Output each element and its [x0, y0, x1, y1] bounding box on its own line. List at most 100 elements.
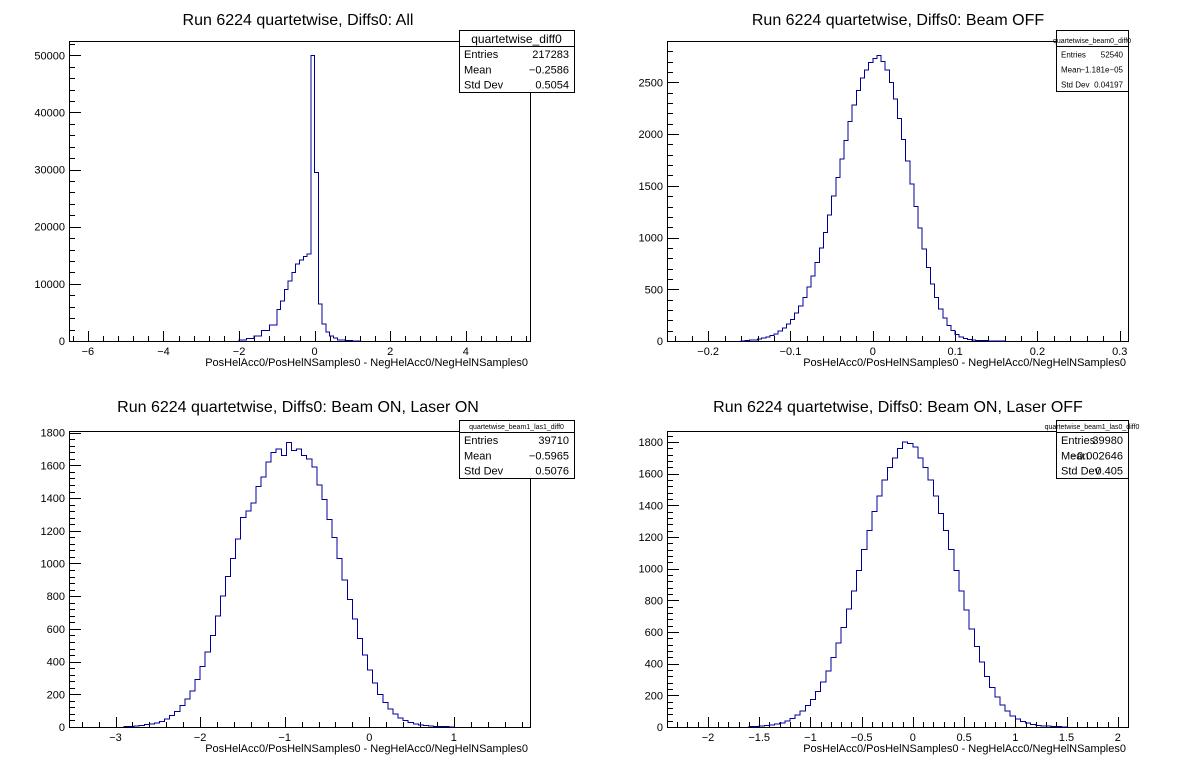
- x-tick-label: 4: [463, 346, 469, 358]
- y-tick-label: 1000: [639, 233, 663, 245]
- stats-label-mean: Mean: [1061, 66, 1081, 75]
- y-tick-label: 20000: [34, 222, 65, 234]
- y-tick-label: 600: [47, 624, 65, 636]
- stats-value-entries: 217283: [532, 49, 569, 61]
- x-tick-label: −1: [278, 732, 291, 744]
- stats-box-frame: [1056, 30, 1129, 92]
- x-tick-label: −0.5: [851, 732, 873, 744]
- y-tick-label: 1000: [639, 564, 663, 576]
- y-tick-label: 1600: [639, 469, 663, 481]
- x-tick-label: −4: [157, 346, 170, 358]
- stats-value-std_dev: 0.5054: [535, 80, 569, 92]
- y-tick-label: 200: [47, 689, 65, 701]
- stats-histogram-name: quartetwise_beam1_las1_diff0: [469, 424, 564, 431]
- y-tick-label: 1600: [41, 460, 65, 472]
- histogram-pad-4: Run 6224 quartetwise, Diffs0: Beam ON, L…: [639, 399, 1140, 755]
- x-tick-label: −0.1: [780, 346, 802, 358]
- stats-box: quartetwise_beam1_las1_diff0 Entries 39710…: [459, 420, 575, 479]
- y-tick-label: 600: [645, 627, 663, 639]
- histogram-series: [740, 54, 1006, 342]
- x-axis-label: PosHelAcc0/PosHelNSamples0 - NegHelAcc0/…: [205, 357, 528, 369]
- stats-histogram-name: quartetwise_beam1_las0_diff0: [1045, 424, 1140, 431]
- stats-label-entries: Entries: [1061, 51, 1086, 60]
- y-tick-label: 0: [59, 336, 65, 348]
- y-tick-label: 0: [657, 722, 663, 734]
- stats-value-std_dev: 0.5076: [535, 466, 569, 478]
- y-tick-label: 40000: [34, 107, 65, 119]
- x-tick-label: 0: [870, 346, 876, 358]
- x-tick-label: −6: [82, 346, 95, 358]
- y-tick-label: 1400: [41, 493, 65, 505]
- stats-box: quartetwise_diff0 Entries 217283 Mean −0.258…: [459, 30, 575, 93]
- x-tick-label: −3: [109, 732, 122, 744]
- plot-frame: [667, 431, 1129, 728]
- y-tick-label: 1500: [639, 181, 663, 193]
- y-tick-label: 30000: [34, 165, 65, 177]
- x-tick-label: −2: [194, 732, 207, 744]
- stats-value-entries: 39980: [1092, 435, 1123, 447]
- stats-label-entries: Entries: [464, 49, 499, 61]
- y-tick-label: 2000: [639, 129, 663, 141]
- chart-title: Run 6224 quartetwise, Diffs0: Beam OFF: [752, 12, 1045, 29]
- chart-title: Run 6224 quartetwise, Diffs0: All: [183, 12, 414, 29]
- plot-frame: [69, 41, 531, 342]
- stats-histogram-name: quartetwise_beam0_diff0: [1053, 38, 1131, 45]
- y-tick-label: 400: [47, 657, 65, 669]
- x-axis-label: PosHelAcc0/PosHelNSamples0 - NegHelAcc0/…: [205, 743, 528, 755]
- histogram-series: [123, 441, 455, 728]
- stats-box-frame: [459, 420, 575, 479]
- x-tick-label: 1.5: [1059, 732, 1074, 744]
- stats-label-std_dev: Std Dev: [1061, 466, 1101, 478]
- y-tick-label: 10000: [34, 279, 65, 291]
- stats-value-mean: −0.002646: [1071, 450, 1123, 462]
- y-tick-label: 1200: [639, 532, 663, 544]
- x-axis-label: PosHelAcc0/PosHelNSamples0 - NegHelAcc0/…: [803, 357, 1126, 369]
- histogram-pad-1: Run 6224 quartetwise, Diffs0: All −6 −4 −2 0…: [34, 12, 575, 369]
- histogram-series: [748, 441, 1068, 728]
- y-tick-label: 2500: [639, 77, 663, 89]
- x-tick-label: 0.1: [947, 346, 962, 358]
- stats-histogram-name: quartetwise_diff0: [471, 32, 562, 46]
- stats-label-entries: Entries: [1061, 435, 1096, 447]
- x-tick-label: 0.2: [1030, 346, 1045, 358]
- x-tick-label: 0.3: [1112, 346, 1127, 358]
- stats-label-std_dev: Std Dev: [464, 466, 504, 478]
- x-tick-label: 0: [910, 732, 916, 744]
- stats-label-entries: Entries: [464, 435, 499, 447]
- plot-frame: [667, 41, 1129, 342]
- x-tick-label: −1: [804, 732, 817, 744]
- stats-value-entries: 39710: [538, 435, 569, 447]
- y-tick-label: 500: [645, 284, 663, 296]
- x-tick-label: −2: [702, 732, 715, 744]
- y-tick-label: 1400: [639, 500, 663, 512]
- y-tick-label: 0: [657, 336, 663, 348]
- stats-value-entries: 52540: [1101, 51, 1124, 60]
- chart-title: Run 6224 quartetwise, Diffs0: Beam ON, L…: [117, 399, 479, 416]
- stats-value-std_dev: 0.04197: [1094, 81, 1123, 90]
- stats-label-mean: Mean: [464, 450, 492, 462]
- histogram-pad-2: Run 6224 quartetwise, Diffs0: Beam OFF −0…: [639, 12, 1132, 369]
- stats-value-mean: −0.5965: [529, 450, 569, 462]
- y-tick-label: 800: [47, 591, 65, 603]
- y-tick-label: 400: [645, 659, 663, 671]
- plot-frame: [69, 431, 531, 728]
- x-tick-label: 2: [387, 346, 393, 358]
- stats-label-std_dev: Std Dev: [464, 80, 504, 92]
- x-tick-label: −1.5: [748, 732, 770, 744]
- x-tick-label: −0.2: [697, 346, 719, 358]
- stats-value-std_dev: 0.405: [1095, 466, 1123, 478]
- stats-label-mean: Mean: [1061, 450, 1089, 462]
- y-tick-label: 200: [645, 690, 663, 702]
- y-tick-label: 800: [645, 595, 663, 607]
- stats-label-std_dev: Std Dev: [1061, 81, 1089, 90]
- histogram-series: [238, 54, 361, 342]
- x-tick-label: 1: [1012, 732, 1018, 744]
- stats-value-mean: −0.2586: [529, 64, 569, 76]
- stats-box-frame: [459, 30, 575, 93]
- stats-value-mean: −1.181e−05: [1080, 66, 1123, 75]
- x-tick-label: −2: [233, 346, 246, 358]
- y-tick-label: 50000: [34, 50, 65, 62]
- x-axis-label: PosHelAcc0/PosHelNSamples0 - NegHelAcc0/…: [803, 743, 1126, 755]
- x-tick-label: 1: [451, 732, 457, 744]
